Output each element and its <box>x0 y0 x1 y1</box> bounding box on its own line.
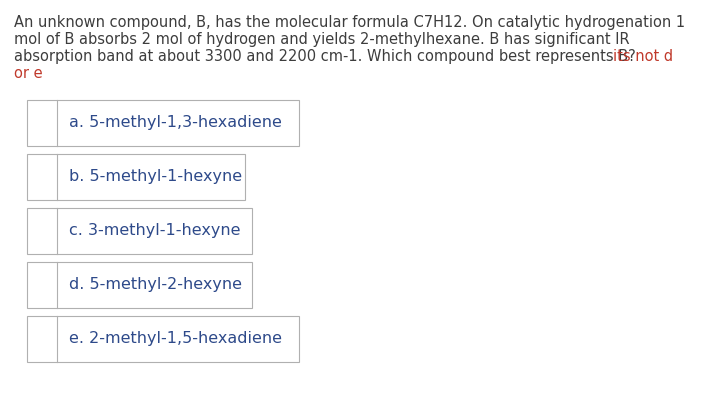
Bar <box>27 100 299 146</box>
Bar <box>27 316 299 362</box>
Text: c. 3-methyl-1-hexyne: c. 3-methyl-1-hexyne <box>69 223 241 238</box>
Text: b. 5-methyl-1-hexyne: b. 5-methyl-1-hexyne <box>69 169 242 185</box>
Text: or e: or e <box>14 66 43 81</box>
Bar <box>27 208 252 254</box>
Text: a. 5-methyl-1,3-hexadiene: a. 5-methyl-1,3-hexadiene <box>69 116 282 131</box>
Text: d. 5-methyl-2-hexyne: d. 5-methyl-2-hexyne <box>69 278 242 292</box>
Bar <box>27 154 245 200</box>
Text: absorption band at about 3300 and 2200 cm-1. Which compound best represents B?: absorption band at about 3300 and 2200 c… <box>14 49 640 64</box>
Text: its not d: its not d <box>613 49 673 64</box>
Text: An unknown compound, B, has the molecular formula C7H12. On catalytic hydrogenat: An unknown compound, B, has the molecula… <box>14 15 685 30</box>
Text: e. 2-methyl-1,5-hexadiene: e. 2-methyl-1,5-hexadiene <box>69 332 282 347</box>
Bar <box>27 262 252 308</box>
Text: mol of B absorbs 2 mol of hydrogen and yields 2-methylhexane. B has significant : mol of B absorbs 2 mol of hydrogen and y… <box>14 32 630 47</box>
